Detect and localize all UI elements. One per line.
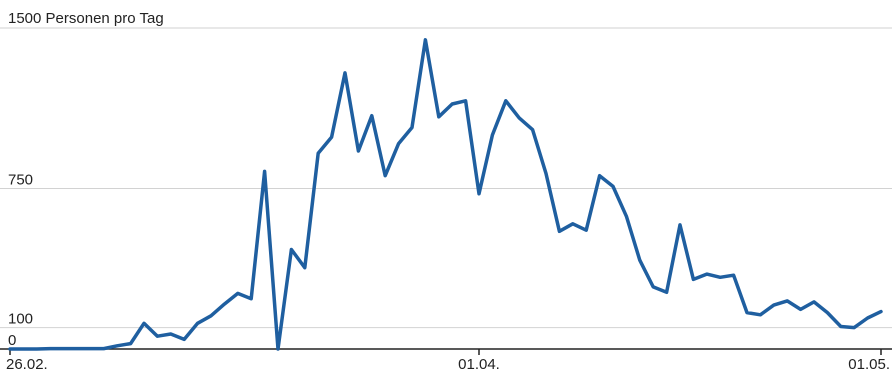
x-axis: 26.02. 01.04. 01.05. bbox=[6, 349, 890, 373]
y-axis: 750 100 0 bbox=[0, 27, 892, 350]
x-tick-label: 26.02. bbox=[6, 356, 48, 373]
y-tick-label: 750 bbox=[8, 172, 33, 189]
x-tick-label: 01.05. bbox=[848, 356, 890, 373]
y-tick-label: 100 bbox=[8, 311, 33, 328]
series-line bbox=[8, 38, 883, 351]
x-tick-label: 01.04. bbox=[458, 356, 500, 373]
series-layer bbox=[8, 38, 883, 351]
y-axis-label: 1500 Personen pro Tag bbox=[8, 10, 164, 27]
y-tick-label: 0 bbox=[8, 332, 16, 349]
